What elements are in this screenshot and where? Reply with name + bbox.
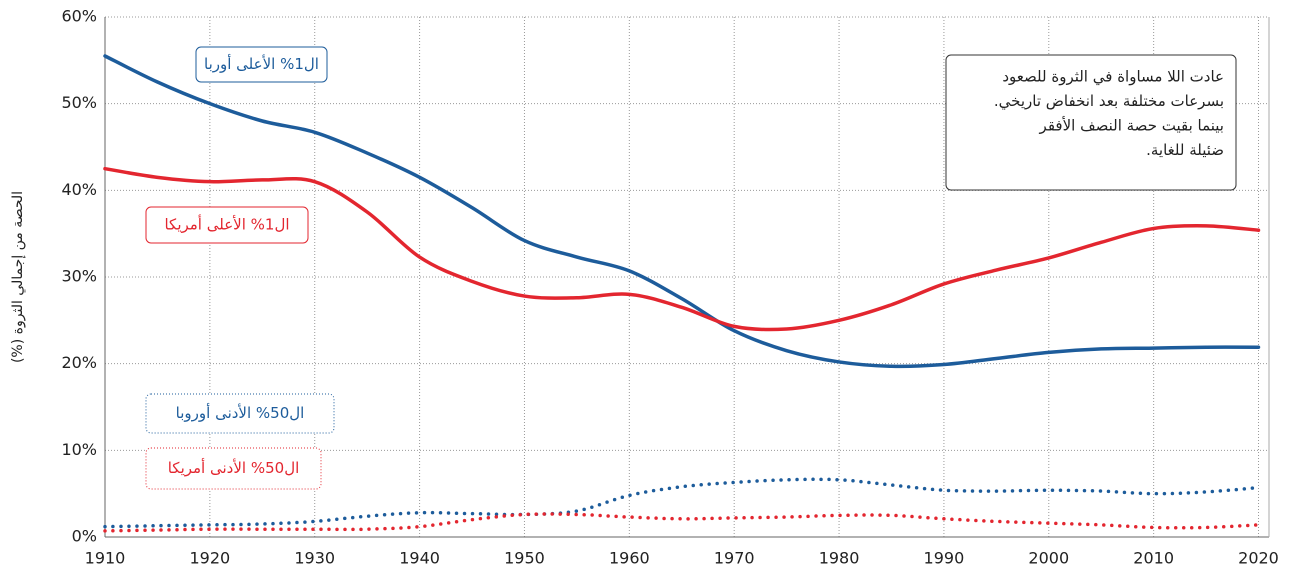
annotation-line: عادت اللا مساواة في الثروة للصعود bbox=[1002, 68, 1224, 87]
annotation-line: بينما بقيت حصة النصف الأفقر bbox=[1039, 116, 1224, 135]
x-tick-label: 1920 bbox=[190, 549, 231, 568]
x-tick-label: 2000 bbox=[1028, 549, 1069, 568]
y-tick-label: 0% bbox=[72, 527, 97, 546]
x-tick-label: 1930 bbox=[294, 549, 335, 568]
series-label: ال1% الأعلى أوربا bbox=[204, 54, 319, 73]
y-axis-label: الحصة من إجمالي الثروة (%) bbox=[10, 191, 26, 363]
x-tick-label: 1990 bbox=[924, 549, 965, 568]
x-tick-label: 2010 bbox=[1133, 549, 1174, 568]
series-label-box bbox=[145, 206, 309, 244]
y-tick-label: 30% bbox=[61, 267, 97, 286]
x-tick-label: 1940 bbox=[399, 549, 440, 568]
y-tick-label: 50% bbox=[61, 93, 97, 112]
x-tick-label: 2020 bbox=[1238, 549, 1279, 568]
series-label-box bbox=[145, 393, 335, 434]
y-tick-label: 60% bbox=[61, 7, 97, 26]
series-label: ال50% الأدنى أمريكا bbox=[168, 458, 300, 477]
series-label: ال50% الأدنى أوروبا bbox=[176, 403, 305, 422]
annotation-line: بسرعات مختلفة بعد انخفاض تاريخي. bbox=[994, 92, 1224, 111]
x-tick-label: 1980 bbox=[819, 549, 860, 568]
series-label-box bbox=[145, 447, 322, 490]
series-line bbox=[103, 54, 1261, 369]
x-tick-label: 1910 bbox=[85, 549, 126, 568]
y-tick-label: 10% bbox=[61, 440, 97, 459]
x-tick-label: 1960 bbox=[609, 549, 650, 568]
y-tick-label: 40% bbox=[61, 180, 97, 199]
x-tick-label: 1970 bbox=[714, 549, 755, 568]
annotation-box bbox=[945, 54, 1237, 191]
series-line bbox=[103, 166, 1261, 332]
x-tick-label: 1950 bbox=[504, 549, 545, 568]
series-label: ال1% الأعلى أمريكا bbox=[164, 215, 289, 234]
series-label-box bbox=[195, 46, 328, 83]
annotation-line: ضئيلة للغاية. bbox=[1146, 141, 1224, 159]
series-line bbox=[103, 512, 1261, 533]
y-tick-label: 20% bbox=[61, 353, 97, 372]
